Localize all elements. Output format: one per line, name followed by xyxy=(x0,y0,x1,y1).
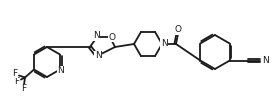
Text: N: N xyxy=(161,40,167,48)
Text: O: O xyxy=(108,32,115,41)
Text: N: N xyxy=(57,66,64,75)
Text: N: N xyxy=(95,51,101,61)
Text: O: O xyxy=(174,25,182,35)
Text: N: N xyxy=(93,32,99,40)
Text: N: N xyxy=(262,56,269,65)
Text: F: F xyxy=(22,84,26,93)
Text: F: F xyxy=(14,77,20,86)
Text: F: F xyxy=(12,69,18,78)
